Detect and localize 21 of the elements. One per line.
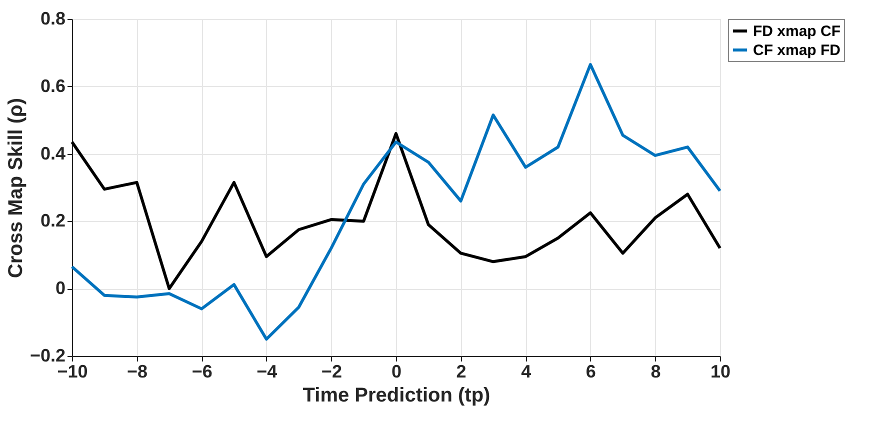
line-series <box>70 62 722 341</box>
legend-label: FD xmap CF <box>753 23 841 40</box>
x-tick-label: −4 <box>256 362 278 382</box>
line-series <box>70 132 722 290</box>
x-tick-label: 10 <box>710 362 731 382</box>
y-tick-label: 0.6 <box>40 76 66 96</box>
y-tick-label: 0 <box>55 278 66 298</box>
x-tick-label: −6 <box>192 362 212 382</box>
x-tick-label: 0 <box>391 362 402 382</box>
x-tick-label: −8 <box>127 362 148 382</box>
x-tick-label: −2 <box>321 362 342 382</box>
x-tick-label: 2 <box>456 362 466 382</box>
y-tick-label: 0.2 <box>40 210 66 231</box>
x-axis-title: Time Prediction (tp) <box>302 384 490 406</box>
y-tick-label: 0.4 <box>40 143 66 164</box>
x-tick-label: 8 <box>650 362 661 382</box>
x-tick-label: 4 <box>521 362 532 382</box>
y-axis-title: Cross Map Skill (ρ) <box>4 98 27 278</box>
legend-label: CF xmap FD <box>753 42 841 59</box>
x-tick-label: 6 <box>586 362 596 382</box>
y-tick-label: 0.8 <box>40 8 66 28</box>
